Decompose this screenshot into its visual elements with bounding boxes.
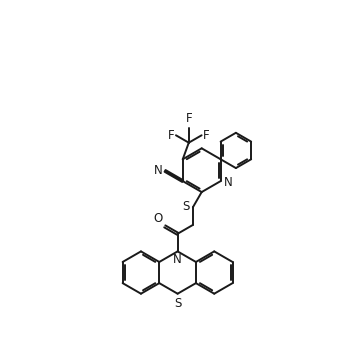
Text: N: N (154, 164, 162, 178)
Text: F: F (167, 129, 174, 142)
Text: F: F (203, 129, 210, 142)
Text: S: S (183, 200, 190, 213)
Text: S: S (174, 297, 181, 310)
Text: F: F (185, 112, 192, 125)
Text: O: O (153, 212, 162, 224)
Text: N: N (173, 253, 182, 266)
Text: N: N (224, 176, 233, 189)
